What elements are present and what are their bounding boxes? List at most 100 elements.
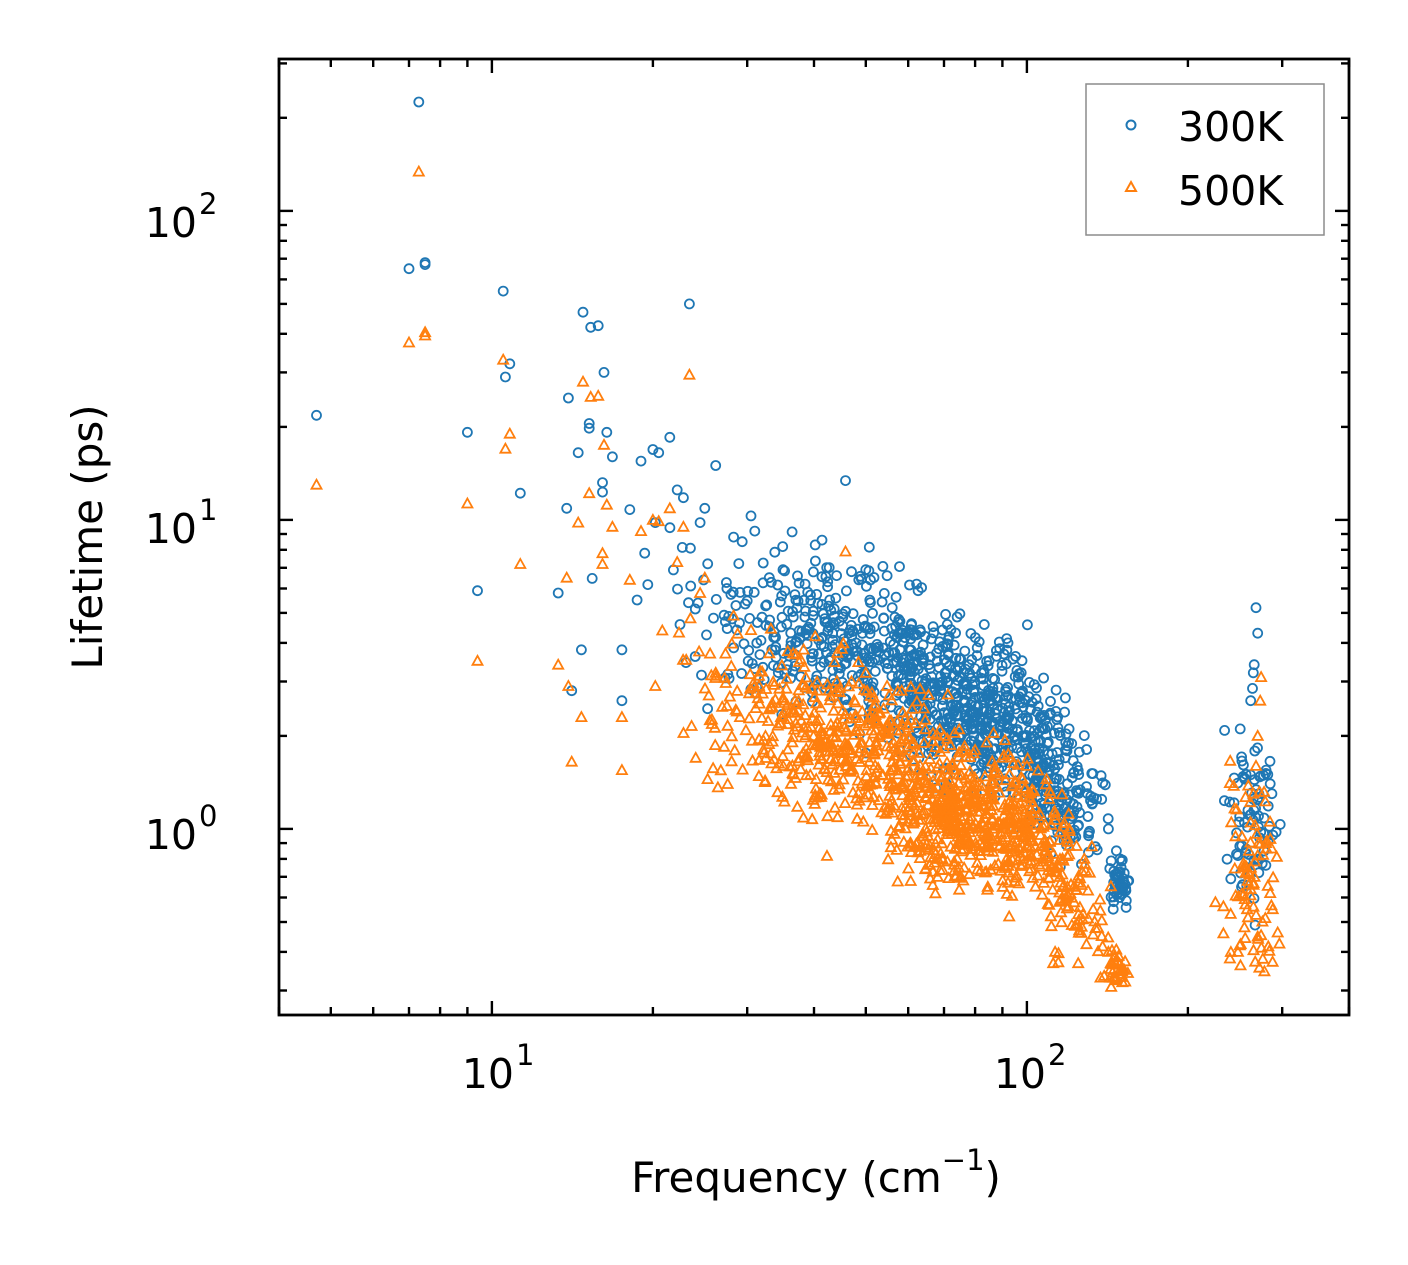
- data-point-500k: [1237, 887, 1251, 900]
- data-point-300k: [926, 692, 938, 704]
- data-point-500k: [706, 761, 720, 774]
- data-point-500k: [591, 388, 605, 401]
- data-point-300k: [1060, 744, 1071, 756]
- data-point-500k: [1114, 970, 1128, 982]
- data-point-300k: [311, 409, 322, 421]
- data-point-500k: [921, 779, 935, 791]
- data-point-500k: [956, 834, 970, 847]
- data-point-500k: [1241, 778, 1255, 791]
- data-point-500k: [1000, 887, 1014, 899]
- data-point-500k: [1016, 819, 1030, 831]
- data-point-300k: [642, 579, 654, 590]
- data-point-300k: [799, 611, 811, 623]
- data-point-300k: [1035, 803, 1047, 815]
- data-point-300k: [514, 487, 526, 499]
- data-point-500k: [940, 755, 954, 768]
- data-point-300k: [816, 633, 827, 645]
- data-point-500k: [992, 766, 1006, 779]
- data-point-500k: [1044, 919, 1058, 932]
- data-point-300k: [894, 627, 906, 639]
- data-point-300k: [912, 585, 924, 597]
- data-point-300k: [959, 712, 971, 724]
- data-point-500k: [999, 803, 1013, 816]
- data-point-500k: [1053, 825, 1067, 837]
- data-point-500k: [1060, 901, 1074, 914]
- data-point-300k: [971, 642, 983, 654]
- data-point-500k: [980, 882, 994, 895]
- data-point-500k: [897, 834, 911, 847]
- data-point-500k: [1043, 835, 1057, 847]
- data-point-300k: [941, 714, 952, 725]
- data-point-300k: [959, 677, 971, 689]
- data-point-500k: [1252, 960, 1266, 973]
- data-point-300k: [904, 579, 915, 591]
- data-point-500k: [822, 683, 836, 696]
- data-point-300k: [721, 623, 733, 634]
- data-point-300k: [790, 594, 802, 606]
- data-point-500k: [1251, 729, 1265, 741]
- data-point-300k: [860, 564, 872, 576]
- data-point-300k: [863, 541, 875, 553]
- data-point-500k: [683, 611, 697, 624]
- data-point-500k: [600, 497, 614, 510]
- data-point-300k: [419, 259, 431, 271]
- data-point-500k: [919, 791, 933, 804]
- data-point-300k: [1032, 700, 1044, 712]
- data-point-500k: [1037, 844, 1051, 857]
- data-point-500k: [879, 725, 893, 738]
- legend-box: [1085, 83, 1325, 236]
- data-point-500k: [670, 555, 684, 567]
- data-point-300k: [754, 649, 766, 660]
- data-point-500k: [1001, 858, 1015, 871]
- data-point-300k: [664, 431, 676, 443]
- data-point-500k: [1024, 849, 1038, 862]
- data-point-500k: [830, 645, 844, 658]
- data-point-500k: [752, 668, 766, 681]
- data-point-500k: [867, 726, 881, 739]
- data-point-500k: [865, 823, 879, 835]
- data-point-500k: [1261, 939, 1275, 952]
- data-point-500k: [870, 717, 884, 729]
- data-point-500k: [799, 768, 813, 781]
- data-point-500k: [946, 798, 960, 810]
- data-point-500k: [904, 713, 918, 725]
- data-point-500k: [761, 714, 775, 726]
- data-point-300k: [1123, 875, 1135, 887]
- data-point-500k: [781, 712, 795, 724]
- data-point-300k: [1238, 759, 1249, 771]
- data-point-500k: [1237, 920, 1251, 933]
- data-point-500k: [820, 677, 834, 690]
- data-point-500k: [1249, 908, 1263, 920]
- data-point-500k: [1010, 788, 1024, 800]
- data-point-300k: [867, 607, 878, 619]
- data-point-500k: [766, 729, 780, 742]
- data-point-500k: [1002, 839, 1016, 852]
- data-point-500k: [968, 793, 982, 806]
- data-point-500k: [503, 426, 517, 439]
- data-point-500k: [1046, 846, 1060, 859]
- data-point-500k: [907, 754, 921, 767]
- data-point-500k: [730, 684, 744, 696]
- data-point-500k: [940, 731, 954, 744]
- data-point-500k: [994, 863, 1008, 876]
- data-point-300k: [789, 589, 801, 600]
- data-point-300k: [1245, 695, 1257, 707]
- data-point-500k: [858, 718, 872, 731]
- data-point-500k: [615, 710, 629, 722]
- data-point-500k: [917, 803, 931, 816]
- data-point-300k: [739, 598, 751, 610]
- data-point-500k: [987, 759, 1001, 772]
- data-point-300k: [763, 572, 775, 584]
- data-point-500k: [634, 524, 648, 536]
- data-point-500k: [901, 861, 915, 874]
- data-point-500k: [985, 775, 999, 788]
- data-point-300k: [937, 694, 949, 706]
- data-point-300k: [935, 684, 947, 696]
- data-point-500k: [1011, 757, 1025, 770]
- data-point-500k: [762, 702, 776, 715]
- legend-label-500k: 500K: [1178, 167, 1284, 215]
- data-point-500k: [815, 735, 829, 748]
- data-point-300k: [671, 484, 683, 496]
- data-point-500k: [936, 852, 950, 865]
- y-tick-label-1: 10: [145, 505, 197, 553]
